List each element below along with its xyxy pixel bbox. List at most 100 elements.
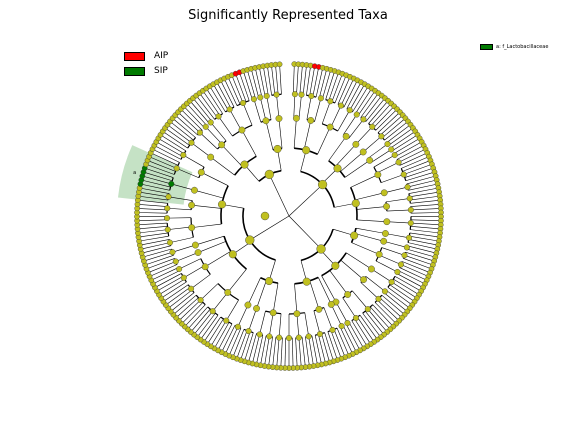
branch-line	[357, 90, 376, 116]
legend-item-sip: SIP	[124, 66, 168, 76]
branch-line	[398, 148, 426, 163]
branch-line	[202, 90, 221, 116]
branch-line	[142, 248, 172, 258]
branch-line	[163, 284, 189, 302]
branch-line	[248, 308, 257, 332]
branch-line	[342, 325, 357, 353]
branch-line	[299, 64, 303, 95]
branch-line	[252, 334, 260, 364]
branch-line	[315, 67, 324, 98]
internal-node	[169, 249, 176, 256]
branch-line	[213, 84, 229, 111]
branch-line	[309, 66, 316, 96]
branch-line	[409, 235, 439, 242]
internal-node	[403, 244, 410, 251]
chart-title: Significantly Represented Taxa	[188, 8, 388, 23]
branch-line	[335, 301, 348, 324]
clade-highlight-letter: a	[133, 170, 136, 176]
branch-line	[191, 223, 222, 228]
branch-line	[355, 88, 372, 114]
branch-line	[352, 290, 369, 310]
branch-line	[190, 274, 211, 289]
internal-node	[224, 289, 232, 296]
branch-line	[382, 118, 406, 138]
branch-line	[209, 86, 226, 113]
branch-line	[279, 64, 282, 95]
branch-line	[410, 208, 441, 211]
branch-line	[377, 299, 400, 321]
branch-line	[401, 156, 430, 169]
internal-node	[226, 106, 233, 113]
internal-node	[164, 205, 171, 212]
branch-line	[156, 141, 183, 157]
internal-node	[188, 139, 195, 146]
branch-line	[165, 287, 191, 306]
branch-line	[152, 148, 180, 163]
internal-node	[250, 96, 257, 103]
branch-line	[235, 73, 247, 102]
branch-line	[140, 242, 171, 250]
branch-line	[346, 82, 362, 109]
branch-line	[308, 336, 314, 367]
branch-line	[137, 208, 168, 211]
branch-line	[145, 255, 174, 266]
branch-line	[379, 297, 403, 318]
branch-line	[195, 235, 225, 246]
branch-line	[201, 172, 229, 186]
branch-line	[242, 102, 253, 126]
branch-line	[272, 283, 279, 313]
branch-line	[351, 242, 380, 255]
branch-line	[321, 275, 337, 303]
internal-node	[333, 164, 342, 173]
branch-line	[175, 252, 199, 262]
branch-line	[394, 276, 422, 292]
branch-line	[383, 240, 407, 248]
internal-node	[180, 274, 187, 281]
legend-item-aip: AIP	[124, 51, 168, 61]
branch-line	[145, 163, 175, 175]
internal-node	[384, 141, 391, 148]
branch-line	[373, 106, 395, 129]
internal-node	[327, 98, 334, 105]
branch-line	[140, 183, 170, 191]
branch-line	[354, 192, 385, 201]
internal-node	[188, 224, 196, 232]
branch-line	[181, 302, 204, 324]
branch-line	[331, 73, 343, 102]
branch-line	[180, 108, 203, 131]
branch-line	[306, 95, 312, 120]
branch-line	[138, 232, 169, 238]
branch-line	[271, 64, 276, 95]
branch-line	[390, 131, 416, 149]
branch-line	[367, 143, 388, 159]
branch-line	[385, 289, 410, 309]
internal-node	[176, 266, 183, 273]
internal-node	[180, 152, 187, 159]
branch-line	[298, 94, 302, 119]
branch-line	[370, 103, 392, 126]
branch-line	[232, 329, 245, 358]
clade-highlight-wedge	[117, 145, 193, 205]
branch-line	[384, 186, 408, 194]
internal-node	[263, 93, 270, 100]
internal-node	[346, 107, 353, 114]
internal-node	[191, 186, 198, 194]
internal-node	[351, 199, 360, 208]
branch-line	[355, 227, 386, 234]
branch-line	[191, 142, 211, 158]
branch-line	[410, 199, 441, 204]
internal-node	[307, 117, 315, 124]
branch-line	[318, 334, 326, 364]
internal-node	[317, 179, 328, 190]
internal-node	[317, 95, 324, 102]
branch-line	[349, 84, 365, 111]
internal-node	[165, 193, 172, 200]
branch-line	[266, 95, 272, 120]
branch-line	[231, 75, 244, 104]
branch-line	[296, 313, 300, 338]
branch-line	[399, 267, 427, 281]
branch-line	[137, 203, 168, 207]
branch-line	[158, 138, 185, 154]
internal-node	[400, 171, 407, 178]
branch-line	[409, 195, 440, 201]
